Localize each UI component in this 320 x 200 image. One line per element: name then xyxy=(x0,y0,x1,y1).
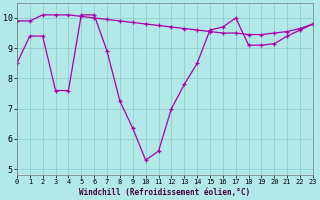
X-axis label: Windchill (Refroidissement éolien,°C): Windchill (Refroidissement éolien,°C) xyxy=(79,188,251,197)
